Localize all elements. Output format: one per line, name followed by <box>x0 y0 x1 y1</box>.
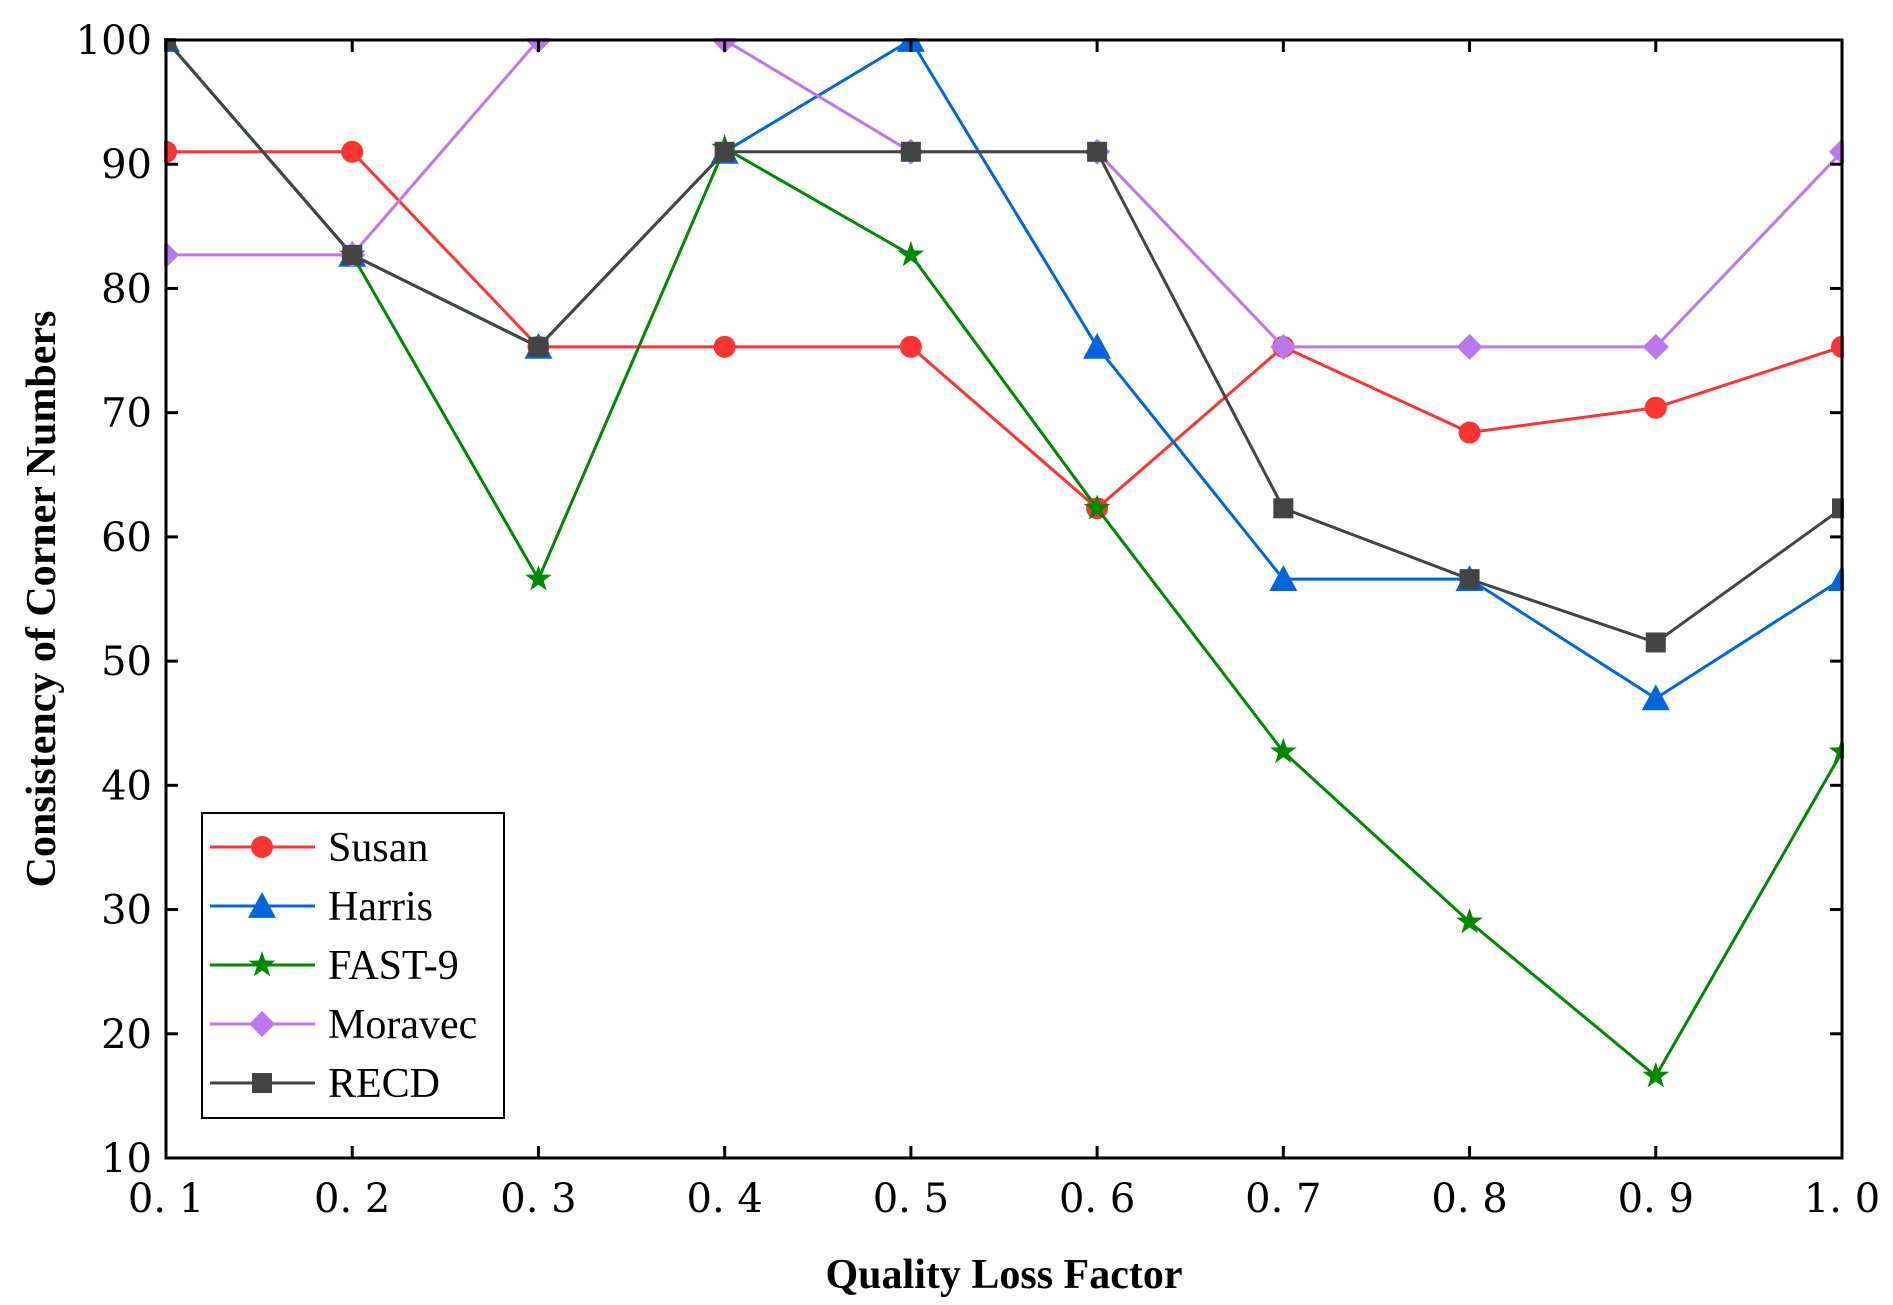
data-point-harris <box>1083 332 1112 359</box>
x-axis-title: Quality Loss Factor <box>826 1252 1183 1298</box>
y-tick-label: 40 <box>101 763 152 809</box>
data-point-recd <box>1087 141 1108 162</box>
data-point-recd <box>1645 632 1666 653</box>
x-tick-label: 0. 2 <box>314 1176 390 1222</box>
series-susan <box>164 140 1844 520</box>
x-tick-label: 0. 3 <box>500 1176 576 1222</box>
data-point-susan <box>713 335 736 358</box>
data-point-susan <box>899 335 922 358</box>
legend-item-fast-9: FAST-9 <box>210 943 459 989</box>
series-line-susan <box>166 150 1843 510</box>
legend-label: RECD <box>328 1061 440 1107</box>
y-axis-title: Consistency of Corner Numbers <box>19 311 65 888</box>
data-point-moravec <box>1456 333 1483 360</box>
data-point-moravec <box>1642 333 1669 360</box>
data-point-recd <box>528 336 549 357</box>
series-line-fast-9 <box>164 39 1844 1078</box>
series-line-recd <box>164 39 1843 644</box>
data-point-recd <box>1459 569 1480 590</box>
legend-label: Moravec <box>328 1002 477 1048</box>
x-tick-label: 0. 1 <box>128 1176 204 1222</box>
data-point-moravec <box>1270 333 1297 360</box>
data-point-recd <box>342 244 363 265</box>
legend-item-moravec: Moravec <box>210 1002 477 1048</box>
legend-marker-fast-9 <box>248 951 276 977</box>
y-tick-label: 10 <box>101 1136 152 1182</box>
y-tick-label: 90 <box>101 142 152 188</box>
y-tick-label: 80 <box>101 266 152 312</box>
data-point-harris <box>1828 565 1844 592</box>
data-point-recd <box>900 141 921 162</box>
data-point-fast-9 <box>1083 494 1111 520</box>
x-tick-label: 0. 4 <box>687 1176 763 1222</box>
y-tick-label: 30 <box>101 888 152 934</box>
series-harris <box>164 38 1844 711</box>
data-point-fast-9 <box>1270 737 1297 764</box>
legend-marker-recd <box>252 1073 272 1093</box>
data-point-fast-9 <box>1642 1062 1670 1088</box>
data-point-harris <box>1269 565 1298 592</box>
plot-frame <box>164 38 1844 1160</box>
legend-marker-susan <box>251 836 273 858</box>
data-point-moravec <box>1829 138 1844 165</box>
legend-marker-moravec <box>249 1011 275 1037</box>
data-point-recd <box>1273 498 1294 519</box>
series-recd <box>164 38 1844 653</box>
legend-label: Harris <box>328 884 433 930</box>
data-point-moravec <box>164 241 179 268</box>
legend-marker-harris <box>248 892 276 918</box>
x-tick-label: 1. 0 <box>1804 1176 1880 1222</box>
x-tick-label: 0. 5 <box>873 1176 949 1222</box>
legend-label: FAST-9 <box>328 943 459 989</box>
x-tick-label: 0. 7 <box>1245 1176 1321 1222</box>
y-tick-label: 50 <box>101 639 152 685</box>
data-point-fast-9 <box>897 240 925 267</box>
legend-label: Susan <box>328 825 428 871</box>
legend-item-harris: Harris <box>210 884 433 930</box>
data-point-fast-9 <box>1828 737 1844 764</box>
data-point-susan <box>1458 421 1481 444</box>
y-tick-label: 60 <box>101 515 152 561</box>
x-tick-label: 0. 6 <box>1059 1176 1135 1222</box>
data-point-fast-9 <box>1456 907 1483 934</box>
y-tick-label: 100 <box>76 18 152 64</box>
x-tick-label: 0. 8 <box>1431 1176 1507 1222</box>
data-point-susan <box>341 140 364 163</box>
legend: Susan Harris FAST-9 Moravec RECD <box>201 812 505 1119</box>
data-point-harris <box>1641 684 1670 711</box>
data-point-fast-9 <box>525 565 552 591</box>
legend-item-susan: Susan <box>210 825 428 871</box>
x-tick-label: 0. 9 <box>1618 1176 1694 1222</box>
y-tick-label: 20 <box>101 1012 152 1058</box>
data-point-recd <box>714 141 735 162</box>
data-point-susan <box>1644 396 1667 419</box>
y-tick-label: 70 <box>101 391 152 437</box>
legend-item-recd: RECD <box>210 1061 440 1107</box>
